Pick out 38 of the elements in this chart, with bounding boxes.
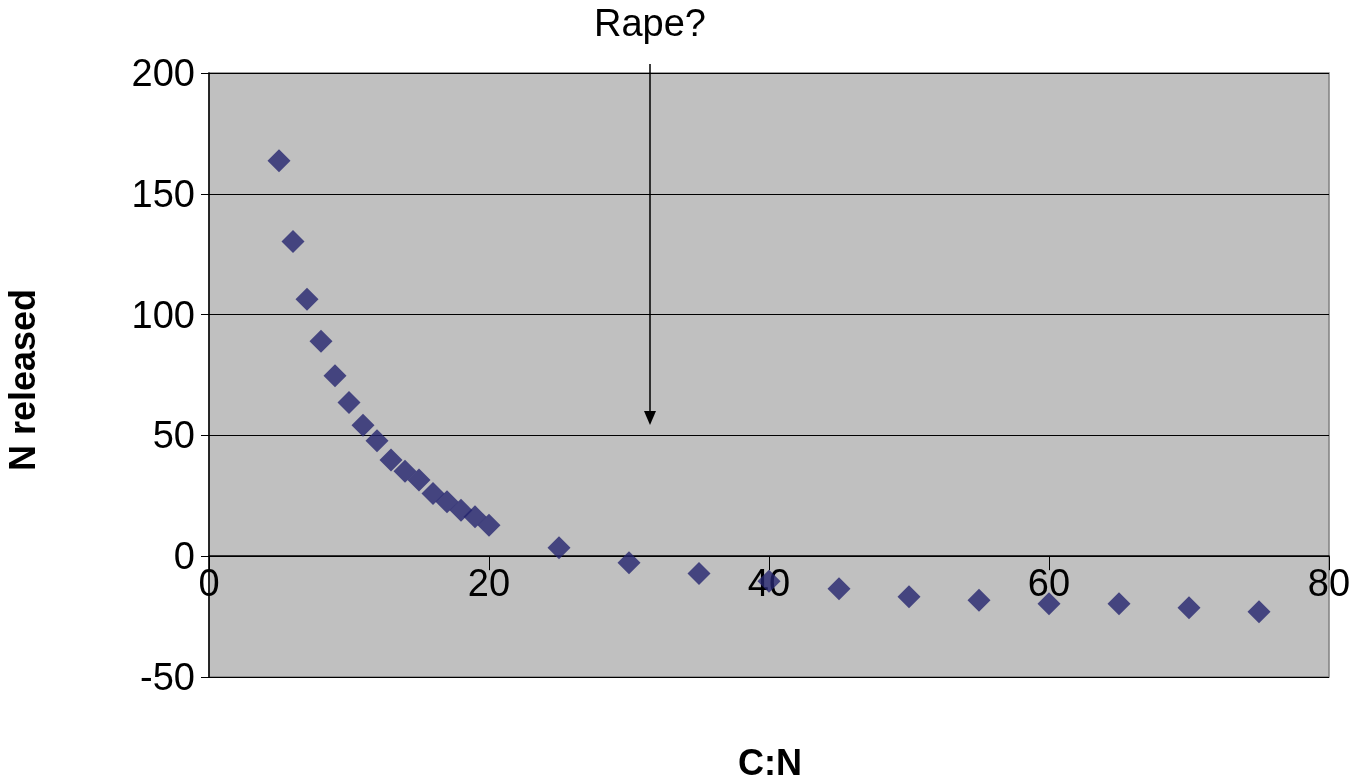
y-tick-label: 0	[173, 535, 195, 578]
point	[1107, 592, 1131, 616]
point	[1247, 600, 1271, 624]
x-tick-label: 40	[747, 562, 791, 605]
point	[323, 364, 347, 388]
point	[463, 505, 487, 529]
y-tick-label: 50	[152, 414, 195, 457]
point	[281, 229, 305, 253]
y-tick-label: 100	[131, 293, 195, 336]
x-tick-label: 60	[1027, 562, 1071, 605]
y-tick-label: 200	[131, 52, 195, 94]
y-tick-label: -50	[140, 656, 195, 698]
point	[309, 329, 333, 353]
point	[477, 513, 501, 537]
point	[295, 287, 319, 311]
y-tick-label: 150	[131, 172, 195, 215]
point	[449, 498, 473, 522]
point	[435, 490, 459, 514]
text: Rape?	[594, 2, 706, 44]
x-tick-label: 80	[1307, 562, 1351, 605]
point	[827, 577, 851, 601]
point	[407, 468, 431, 492]
point	[365, 429, 389, 453]
point	[617, 551, 641, 575]
point	[421, 481, 445, 505]
x-axis-title: C:N	[738, 741, 802, 781]
point	[687, 562, 711, 586]
point	[393, 459, 417, 483]
point	[967, 588, 991, 612]
point	[337, 391, 361, 415]
point	[267, 149, 291, 173]
y-axis-title: N released	[1, 288, 43, 472]
point	[379, 448, 403, 472]
point	[547, 536, 571, 560]
x-tick-label: 20	[467, 562, 511, 605]
point	[1177, 596, 1201, 620]
point	[351, 413, 375, 437]
point	[897, 585, 921, 609]
